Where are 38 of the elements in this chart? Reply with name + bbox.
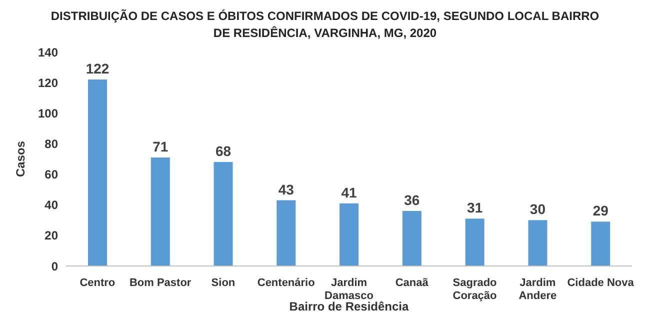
x-tick-label: Cidade Nova (567, 277, 635, 289)
data-label: 31 (467, 200, 483, 216)
y-tick-label: 120 (38, 76, 58, 90)
data-label: 36 (404, 192, 420, 208)
data-label: 29 (592, 202, 609, 219)
data-label: 43 (278, 181, 294, 198)
data-label: 68 (215, 143, 232, 160)
data-label: 71 (152, 138, 168, 154)
y-axis-title: Casos (13, 140, 28, 178)
chart-title: DISTRIBUIÇÃO DE CASOS E ÓBITOS CONFIRMADOS DE COVID-19, SEGUNDO LOCAL BAIRRO DE RESIDÊNCIA, VARGINHA, MG, 2020 (50, 8, 600, 42)
x-tick-label: Centenário (257, 277, 316, 289)
x-tick-label: Centro (80, 277, 116, 289)
y-tick-label: 60 (44, 168, 58, 182)
bar (214, 162, 233, 266)
y-tick-label: 0 (51, 259, 58, 274)
y-tick-label: 100 (38, 106, 58, 120)
bar (340, 203, 359, 266)
y-tick-label: 140 (38, 45, 58, 60)
bar (465, 218, 484, 266)
y-tick-label: 80 (44, 136, 58, 151)
x-axis-title: Bairro de Residência (289, 300, 410, 314)
x-tick-label: Jardim Damasco (324, 277, 374, 302)
bar (88, 80, 107, 266)
data-label: 30 (530, 201, 546, 218)
x-tick-label: Sagrado Coração (452, 277, 498, 302)
x-tick-label: Bom Pastor (129, 277, 192, 289)
bar (591, 222, 610, 266)
y-tick-label: 40 (44, 198, 58, 212)
x-tick-label: Sion (211, 277, 236, 289)
bar (402, 210, 422, 266)
bar (528, 220, 548, 266)
x-tick-label: Jardim Andere (518, 277, 557, 302)
data-label: 41 (341, 184, 358, 200)
data-label: 122 (86, 60, 110, 77)
y-tick-label: 20 (44, 228, 58, 243)
bar (150, 157, 170, 266)
x-tick-label: Canaã (395, 277, 430, 289)
bar (276, 200, 296, 266)
